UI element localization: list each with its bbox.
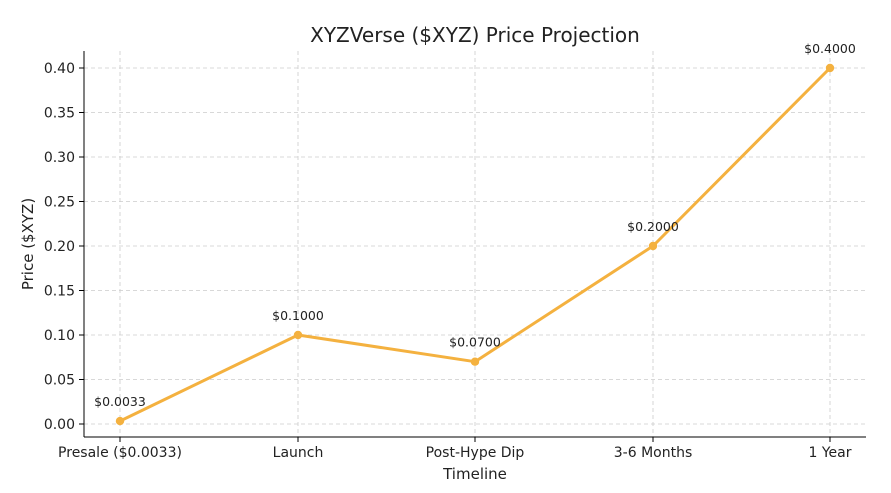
y-tick-label: 0.10 (44, 328, 75, 344)
data-label: $0.2000 (627, 219, 679, 234)
y-ticks: 0.00 0.05 0.10 0.15 0.20 0.25 0.30 0.35 0.40 (44, 61, 84, 433)
data-labels: $0.0033 $0.1000 $0.0700 $0.2000 $0.4000 (94, 41, 856, 409)
data-point (825, 63, 835, 73)
y-tick-label: 0.00 (44, 417, 75, 433)
x-tick-label: Launch (273, 445, 324, 461)
x-tick-label: 3-6 Months (614, 445, 693, 461)
data-point (293, 330, 303, 340)
x-tick-label: Post-Hype Dip (426, 445, 525, 461)
data-label: $0.1000 (272, 308, 324, 323)
data-point (470, 357, 480, 366)
y-tick-label: 0.30 (44, 150, 75, 166)
x-ticks: Presale ($0.0033) Launch Post-Hype Dip 3-6 … (58, 437, 852, 461)
y-tick-label: 0.20 (44, 239, 75, 255)
y-tick-label: 0.25 (44, 195, 75, 211)
chart-title: XYZVerse ($XYZ) Price Projection (310, 23, 640, 47)
y-tick-label: 0.35 (44, 106, 75, 122)
series (115, 63, 835, 426)
x-tick-label: 1 Year (809, 445, 852, 461)
y-tick-label: 0.40 (44, 61, 75, 77)
data-point (115, 416, 125, 426)
y-axis-title: Price ($XYZ) (19, 198, 37, 290)
data-label: $0.0033 (94, 394, 146, 409)
y-tick-label: 0.05 (44, 373, 75, 389)
x-tick-label: Presale ($0.0033) (58, 445, 182, 461)
y-tick-label: 0.15 (44, 284, 75, 300)
grid (84, 51, 866, 437)
data-label: $0.4000 (804, 41, 856, 56)
data-point (648, 241, 658, 251)
x-axis-title: Timeline (442, 465, 507, 483)
data-label: $0.0700 (449, 335, 501, 350)
